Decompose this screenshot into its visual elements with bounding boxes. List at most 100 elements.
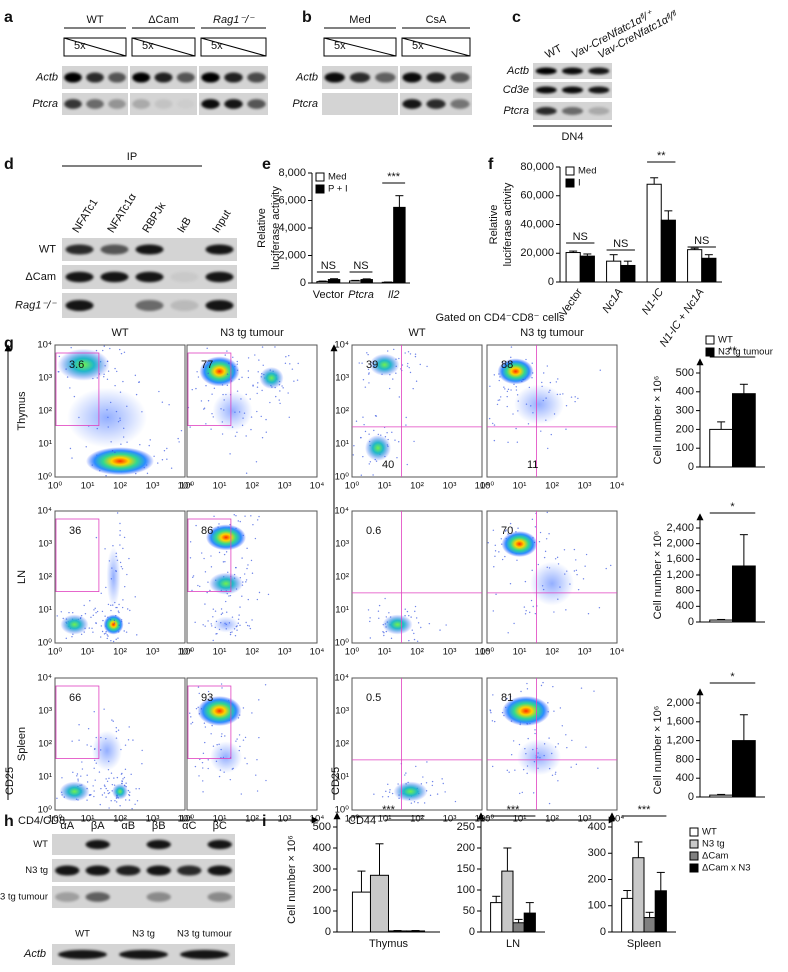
y-tick-label: 0: [600, 926, 606, 938]
flow-event: [139, 788, 140, 789]
x-tick-label: 10²: [545, 814, 559, 825]
panel-letter: e: [262, 156, 271, 173]
y-tick-label: 300: [313, 863, 331, 875]
flow-event: [129, 610, 130, 611]
flow-event: [100, 804, 101, 805]
flow-event: [241, 377, 242, 378]
y-tick-label: 2,000: [666, 697, 694, 709]
significance-label: NS: [353, 260, 368, 272]
flow-event: [117, 637, 118, 638]
gate-value: 0.6: [366, 525, 381, 537]
flow-event: [199, 693, 200, 694]
flow-event: [522, 792, 523, 793]
y-tick-label: 10⁴: [37, 506, 52, 517]
flow-event: [128, 558, 129, 559]
y-tick-label: 500: [313, 821, 331, 833]
flow-event: [124, 537, 125, 538]
flow-event: [110, 800, 111, 801]
bar: [688, 250, 702, 282]
flow-event: [71, 741, 72, 742]
flow-event: [539, 541, 540, 542]
column-label: N3 tg tumour: [220, 327, 284, 339]
gel-band: [58, 950, 107, 959]
flow-event: [118, 612, 119, 613]
flow-event: [119, 523, 120, 524]
flow-event: [404, 352, 405, 353]
x-tick-label: Nc1A: [600, 287, 625, 316]
flow-event: [545, 551, 546, 552]
flow-event: [223, 561, 224, 562]
gel-band: [86, 99, 104, 109]
flow-event: [108, 604, 109, 605]
flow-event: [72, 612, 73, 613]
flow-event: [108, 807, 109, 808]
flow-event: [507, 442, 508, 443]
flow-event: [365, 386, 366, 387]
x-tick-label: 10³: [443, 481, 457, 492]
y-tick-label: 0: [548, 276, 554, 288]
flow-event: [122, 599, 123, 600]
flow-event: [85, 613, 86, 614]
flow-event: [257, 519, 258, 520]
error-bar: [351, 280, 359, 281]
flow-event: [135, 788, 136, 789]
flow-event: [251, 560, 252, 561]
flow-event: [122, 548, 123, 549]
x-tick-label: 10¹: [513, 481, 527, 492]
row-label: N3 tg tumour: [0, 892, 48, 903]
flow-event: [204, 603, 205, 604]
flow-event: [113, 721, 114, 722]
flow-event: [103, 708, 104, 709]
row-label: Actb: [23, 948, 46, 960]
y-tick-label: 200: [313, 884, 331, 896]
flow-event: [97, 611, 98, 612]
footer-label: DN4: [561, 131, 583, 143]
axis-label: CD4/CD8: [18, 815, 65, 827]
bar: [607, 261, 621, 282]
flow-event: [432, 785, 433, 786]
flow-event: [232, 357, 233, 358]
flow-event: [404, 774, 405, 775]
legend-swatch: [706, 348, 714, 356]
flow-event: [198, 775, 199, 776]
flow-event: [247, 625, 248, 626]
flow-event: [566, 747, 567, 748]
flow-event: [261, 390, 262, 391]
flow-event: [258, 737, 259, 738]
flow-event: [126, 631, 127, 632]
flow-event: [526, 683, 527, 684]
flow-event: [510, 357, 511, 358]
flow-event: [549, 803, 550, 804]
legend-swatch: [316, 173, 324, 181]
flow-event: [566, 405, 567, 406]
significance-label: NS: [694, 235, 709, 247]
gel-band: [536, 67, 557, 74]
y-tick-label: 250: [457, 821, 475, 833]
flow-event: [519, 793, 520, 794]
gel-band: [86, 892, 110, 902]
flow-event: [564, 549, 565, 550]
bar: [661, 220, 675, 282]
flow-event: [430, 795, 431, 796]
dilution-label: 5x: [211, 40, 223, 52]
flow-event: [420, 627, 421, 628]
flow-event: [90, 617, 91, 618]
row-label: Ptcra: [292, 98, 318, 110]
flow-event: [533, 606, 534, 607]
flow-density: [517, 739, 561, 775]
x-tick-label: 10³: [578, 647, 592, 658]
flow-event: [238, 619, 239, 620]
flow-event: [417, 641, 418, 642]
flow-event: [254, 354, 255, 355]
flow-event: [548, 533, 549, 534]
flow-event: [504, 556, 505, 557]
flow-event: [255, 774, 256, 775]
flow-event: [116, 727, 117, 728]
flow-event: [215, 610, 216, 611]
flow-event: [494, 440, 495, 441]
flow-event: [455, 801, 456, 802]
flow-event: [493, 610, 494, 611]
flow-event: [105, 633, 106, 634]
flow-event: [96, 537, 97, 538]
flow-event: [243, 739, 244, 740]
